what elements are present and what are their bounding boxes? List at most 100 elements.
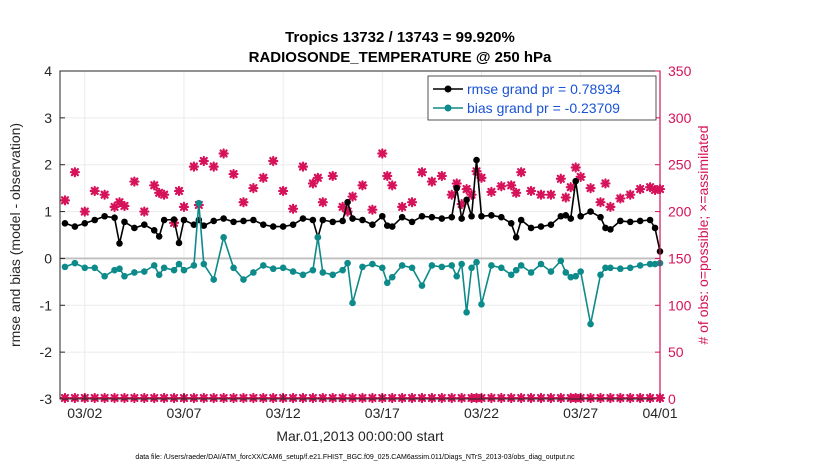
bias-point bbox=[190, 262, 198, 269]
bias-point bbox=[438, 263, 446, 271]
rmse-point bbox=[428, 213, 436, 221]
y-tick-label-right: 350 bbox=[668, 63, 692, 79]
obs-point-zero bbox=[287, 392, 299, 404]
y-tick-label-left: 0 bbox=[44, 250, 52, 266]
obs-point bbox=[357, 180, 368, 191]
bias-point bbox=[299, 271, 307, 279]
x-tick-label: 03/07 bbox=[166, 405, 201, 421]
obs-point bbox=[426, 176, 438, 187]
obs-point-zero bbox=[397, 392, 408, 404]
y-tick-label-left: -2 bbox=[40, 344, 53, 360]
bias-point bbox=[111, 266, 118, 274]
bias-point bbox=[512, 266, 520, 274]
bias-point bbox=[488, 262, 495, 269]
obs-point bbox=[486, 186, 497, 197]
obs-point bbox=[625, 189, 636, 200]
obs-point-zero bbox=[387, 392, 398, 404]
obs-point-zero bbox=[516, 392, 527, 404]
rmse-point bbox=[329, 218, 337, 226]
legend-bias-marker bbox=[444, 104, 452, 112]
obs-point-zero bbox=[535, 392, 547, 404]
rmse-point bbox=[512, 234, 520, 241]
rmse-point bbox=[607, 226, 614, 233]
obs-point-zero bbox=[357, 392, 368, 404]
obs-point bbox=[615, 193, 626, 204]
obs-point-zero bbox=[605, 392, 616, 404]
obs-point bbox=[644, 182, 656, 193]
bias-point bbox=[626, 264, 634, 272]
obs-point bbox=[516, 167, 527, 178]
x-tick-label: 03/17 bbox=[365, 405, 400, 421]
bias-point bbox=[155, 271, 163, 279]
y-axis-right: 0 50 100 150 200 250 300 350 bbox=[655, 63, 692, 407]
obs-point-zero bbox=[555, 392, 566, 404]
rmse-point bbox=[260, 221, 267, 228]
rmse-point bbox=[71, 223, 79, 230]
bias-point bbox=[587, 320, 594, 328]
rmse-point bbox=[537, 223, 545, 230]
obs-point bbox=[188, 161, 199, 172]
obs-point bbox=[535, 189, 547, 200]
rmse-point bbox=[398, 213, 406, 221]
obs-point bbox=[99, 189, 110, 200]
bias-point bbox=[478, 301, 485, 308]
obs-point bbox=[89, 185, 100, 197]
rmse-point bbox=[587, 208, 594, 215]
rmse-point bbox=[140, 221, 148, 228]
rmse-point bbox=[250, 216, 257, 224]
rmse-point bbox=[121, 218, 128, 226]
obs-point bbox=[555, 173, 566, 184]
obs-point-zero bbox=[258, 392, 269, 404]
obs-point bbox=[471, 166, 482, 177]
obs-point bbox=[79, 206, 90, 217]
bias-series bbox=[61, 199, 664, 328]
obs-point bbox=[248, 183, 259, 194]
y-tick-label-left: 1 bbox=[44, 204, 52, 220]
bias-point bbox=[379, 264, 386, 272]
rmse-point bbox=[349, 215, 356, 222]
bias-point bbox=[121, 272, 128, 280]
bias-point bbox=[572, 272, 580, 280]
rmse-point bbox=[636, 217, 644, 225]
obs-point-zero bbox=[446, 392, 457, 404]
bias-point bbox=[448, 262, 456, 269]
obs-point bbox=[565, 182, 576, 193]
obs-point bbox=[595, 197, 606, 208]
obs-point-zero bbox=[406, 392, 418, 404]
obs-point-zero bbox=[59, 392, 71, 404]
rmse-point bbox=[418, 212, 426, 220]
obs-point bbox=[342, 206, 353, 217]
obs-point bbox=[496, 181, 507, 192]
bias-point bbox=[349, 299, 356, 307]
obs-point-zero bbox=[218, 392, 229, 404]
obs-point-zero bbox=[416, 392, 428, 404]
y-tick-label-right: 0 bbox=[668, 391, 676, 407]
bias-point bbox=[458, 260, 465, 268]
obs-point bbox=[139, 206, 150, 217]
bias-point bbox=[269, 265, 277, 273]
obs-point bbox=[575, 171, 586, 182]
obs-point-zero bbox=[297, 392, 309, 404]
rmse-point bbox=[438, 215, 446, 222]
y-tick-label-left: -3 bbox=[40, 391, 53, 407]
bias-point bbox=[562, 269, 570, 276]
obs-point-zero bbox=[545, 392, 557, 404]
bias-point bbox=[617, 265, 624, 273]
obs-point bbox=[476, 172, 487, 183]
rmse-point bbox=[319, 216, 327, 224]
footer-data-file: data file: /Users/raeder/DAI/ATM_forcXX/… bbox=[135, 454, 575, 461]
rmse-point bbox=[458, 215, 465, 222]
obs-point bbox=[173, 185, 185, 197]
rmse-point bbox=[572, 177, 580, 185]
rmse-point bbox=[220, 215, 227, 222]
bias-point bbox=[473, 258, 480, 266]
bias-point bbox=[567, 273, 575, 281]
obs-point bbox=[525, 185, 537, 197]
x-axis-label: Mar.01,2013 00:00:00 start bbox=[276, 428, 443, 444]
y-tick-label-left: 4 bbox=[44, 63, 52, 79]
bias-point bbox=[250, 269, 257, 276]
bias-point bbox=[463, 309, 470, 316]
rmse-point bbox=[557, 212, 565, 220]
obs-point-zero bbox=[426, 392, 438, 404]
rmse-point bbox=[651, 224, 659, 232]
